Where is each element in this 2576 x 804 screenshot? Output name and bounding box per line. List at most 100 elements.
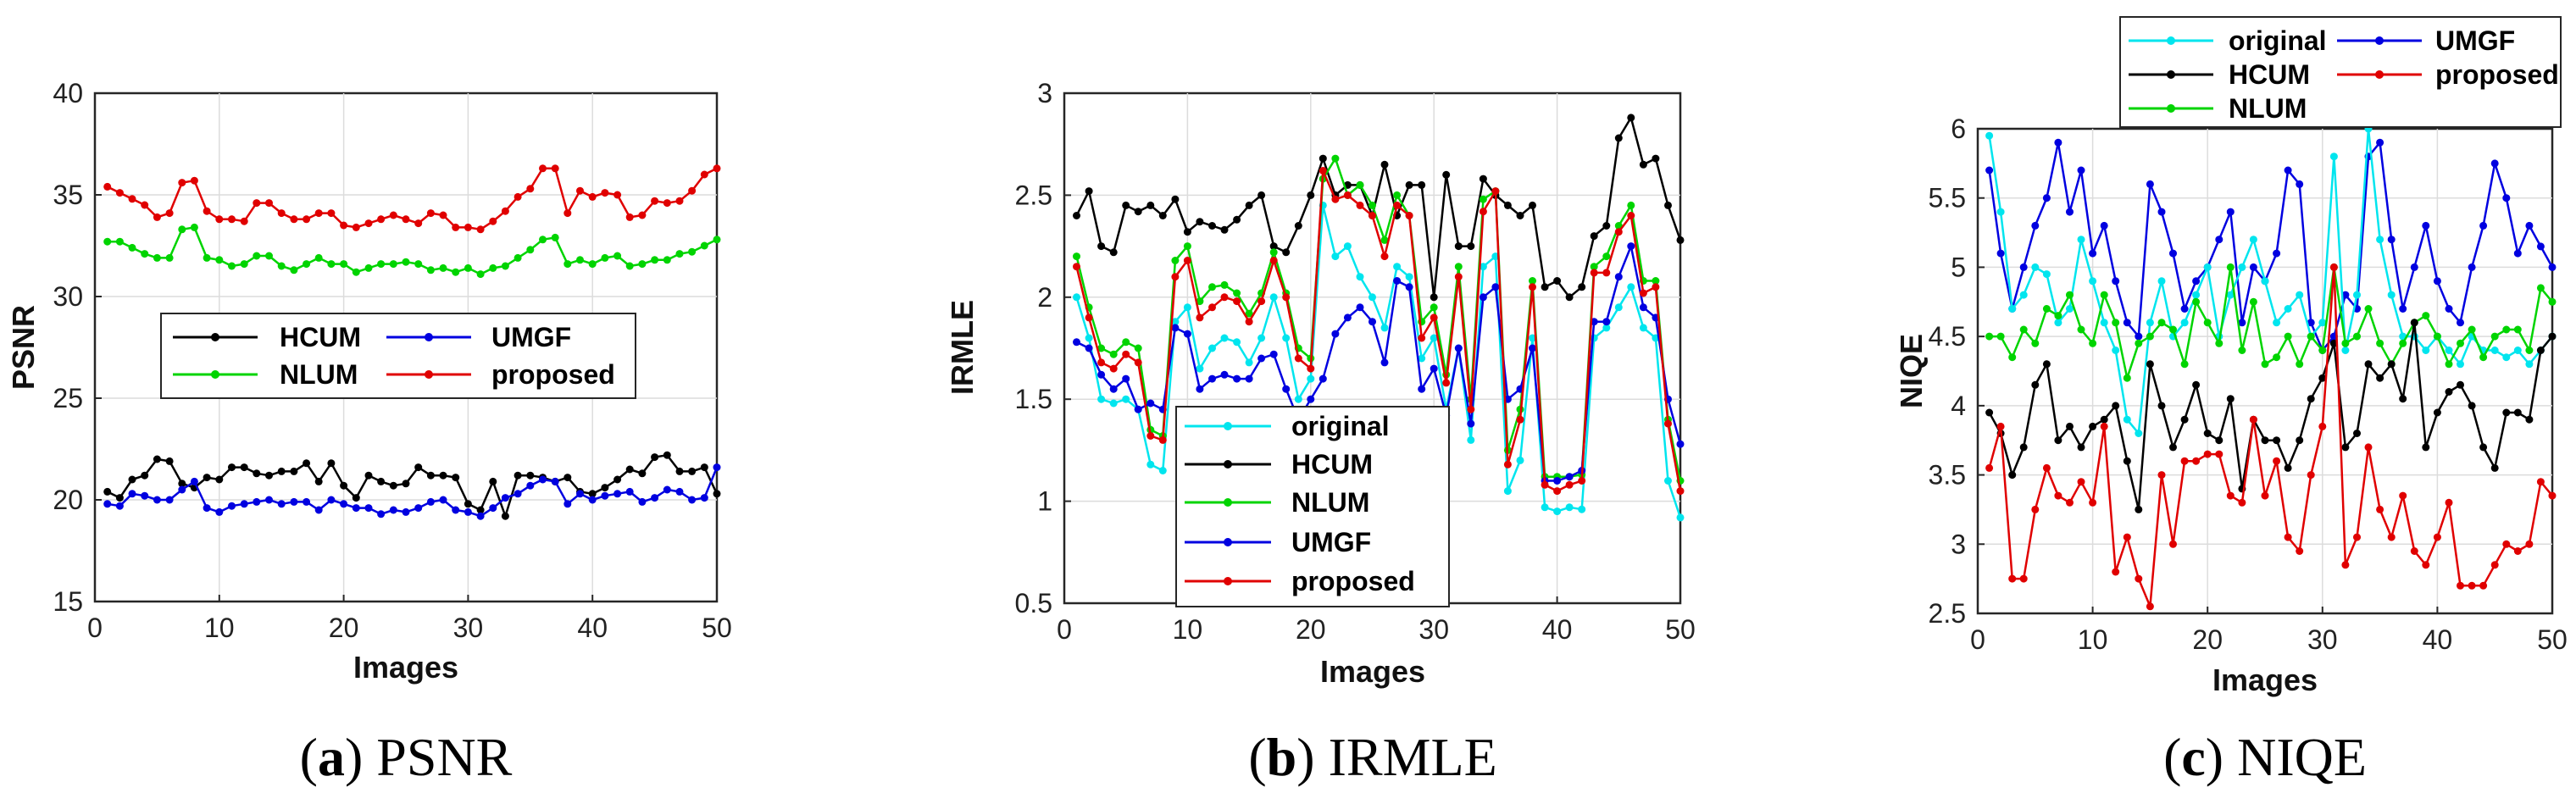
data-point-umgf (2135, 332, 2143, 341)
data-point-hcum (1454, 242, 1463, 251)
data-point-nlum (414, 260, 423, 269)
data-point-nlum (588, 260, 597, 269)
tick-label-x: 20 (1296, 614, 1326, 645)
data-point-hcum (1442, 170, 1451, 179)
data-point-nlum (253, 252, 261, 260)
data-point-hcum (2353, 430, 2361, 437)
data-point-original (1516, 456, 1524, 464)
data-point-original (2192, 291, 2201, 299)
data-point-nlum (1602, 252, 1611, 261)
data-point-nlum (2215, 339, 2223, 347)
legend-label: original (1291, 411, 1390, 441)
series-proposed (103, 164, 721, 234)
data-point-nlum (1393, 191, 1402, 199)
data-point-proposed (2341, 561, 2350, 569)
data-point-original (2445, 347, 2453, 354)
data-point-umgf (290, 497, 298, 506)
data-point-nlum (165, 253, 174, 262)
data-point-nlum (713, 236, 721, 244)
data-point-nlum (501, 262, 509, 270)
data-point-umgf (1343, 313, 1352, 322)
legend-entry-nlum: NLUM (1185, 487, 1369, 518)
data-point-original (2077, 236, 2085, 244)
data-point-hcum (1122, 201, 1130, 209)
data-point-proposed (1294, 354, 1302, 363)
data-point-hcum (1529, 201, 1536, 209)
data-point-umgf (476, 512, 485, 520)
data-point-nlum (1097, 344, 1106, 352)
tick-label-y: 5.5 (1929, 183, 1966, 213)
data-point-umgf (103, 500, 112, 508)
data-point-nlum (526, 246, 535, 254)
data-point-original (2203, 263, 2212, 271)
data-point-umgf (203, 504, 211, 513)
data-point-hcum (2042, 360, 2051, 369)
data-point-original (2457, 360, 2464, 369)
data-point-proposed (1233, 297, 1241, 306)
data-point-hcum (452, 474, 460, 482)
data-point-umgf (713, 463, 721, 472)
data-point-proposed (1331, 195, 1340, 203)
data-point-proposed (663, 199, 671, 208)
data-point-proposed (1368, 212, 1376, 219)
series-original (1985, 125, 2557, 437)
data-point-original (1503, 487, 1512, 496)
tick-label-x: 30 (2307, 624, 2338, 655)
data-point-umgf (165, 496, 174, 504)
legend-label: proposed (491, 359, 615, 390)
data-point-umgf (1208, 374, 1216, 383)
data-point-hcum (364, 471, 373, 480)
data-point-proposed (2273, 457, 2281, 465)
data-point-proposed (1418, 334, 1426, 342)
data-point-original (2066, 305, 2074, 313)
data-point-nlum (2112, 319, 2120, 327)
data-point-original (1208, 344, 1216, 352)
data-point-proposed (688, 186, 697, 195)
data-point-hcum (2054, 436, 2062, 445)
data-point-hcum (2135, 505, 2143, 513)
data-point-proposed (2100, 422, 2108, 430)
data-point-proposed (1245, 318, 1253, 326)
data-point-nlum (2490, 332, 2499, 341)
tick-label-y: 6 (1951, 114, 1966, 144)
data-point-umgf (2192, 277, 2201, 286)
data-point-proposed (2376, 505, 2384, 513)
data-point-original (1307, 374, 1315, 383)
data-point-umgf (638, 497, 647, 506)
data-point-proposed (1676, 487, 1685, 496)
data-point-original (1158, 467, 1167, 474)
data-point-umgf (1134, 405, 1142, 413)
data-point-proposed (551, 164, 559, 173)
data-point-nlum (663, 256, 671, 264)
data-point-nlum (2249, 297, 2257, 306)
data-point-hcum (2089, 422, 2097, 430)
legend-label: NLUM (1291, 487, 1369, 518)
data-point-proposed (2410, 547, 2418, 555)
x-axis-label: Images (1320, 654, 1425, 689)
data-point-umgf (190, 477, 198, 485)
tick-label-y: 40 (53, 78, 83, 108)
ticks: 0 10 20 30 40 50 0.5 1 1.5 2 2.5 3 (1015, 78, 1696, 645)
data-point-proposed (178, 179, 186, 187)
data-point-nlum (2203, 319, 2212, 327)
legend-entry-proposed: proposed (2337, 59, 2559, 90)
data-point-umgf (2502, 194, 2511, 202)
data-point-original (2502, 353, 2511, 362)
data-point-proposed (2525, 540, 2534, 548)
data-point-hcum (2341, 443, 2350, 452)
data-point-hcum (2157, 402, 2166, 410)
data-point-nlum (2042, 305, 2051, 313)
tick-label-x: 0 (1970, 624, 1985, 655)
caption: (c) NIQE (2163, 727, 2367, 787)
data-point-umgf (464, 507, 472, 516)
data-point-original (2376, 236, 2384, 244)
data-point-umgf (1368, 318, 1376, 326)
data-point-umgf (340, 500, 348, 508)
legend-box (160, 313, 636, 399)
data-point-umgf (2479, 221, 2488, 230)
data-point-original (1269, 293, 1278, 302)
data-point-nlum (564, 260, 572, 269)
data-point-hcum (240, 463, 248, 472)
data-point-umgf (128, 490, 136, 498)
data-point-umgf (2548, 263, 2557, 271)
